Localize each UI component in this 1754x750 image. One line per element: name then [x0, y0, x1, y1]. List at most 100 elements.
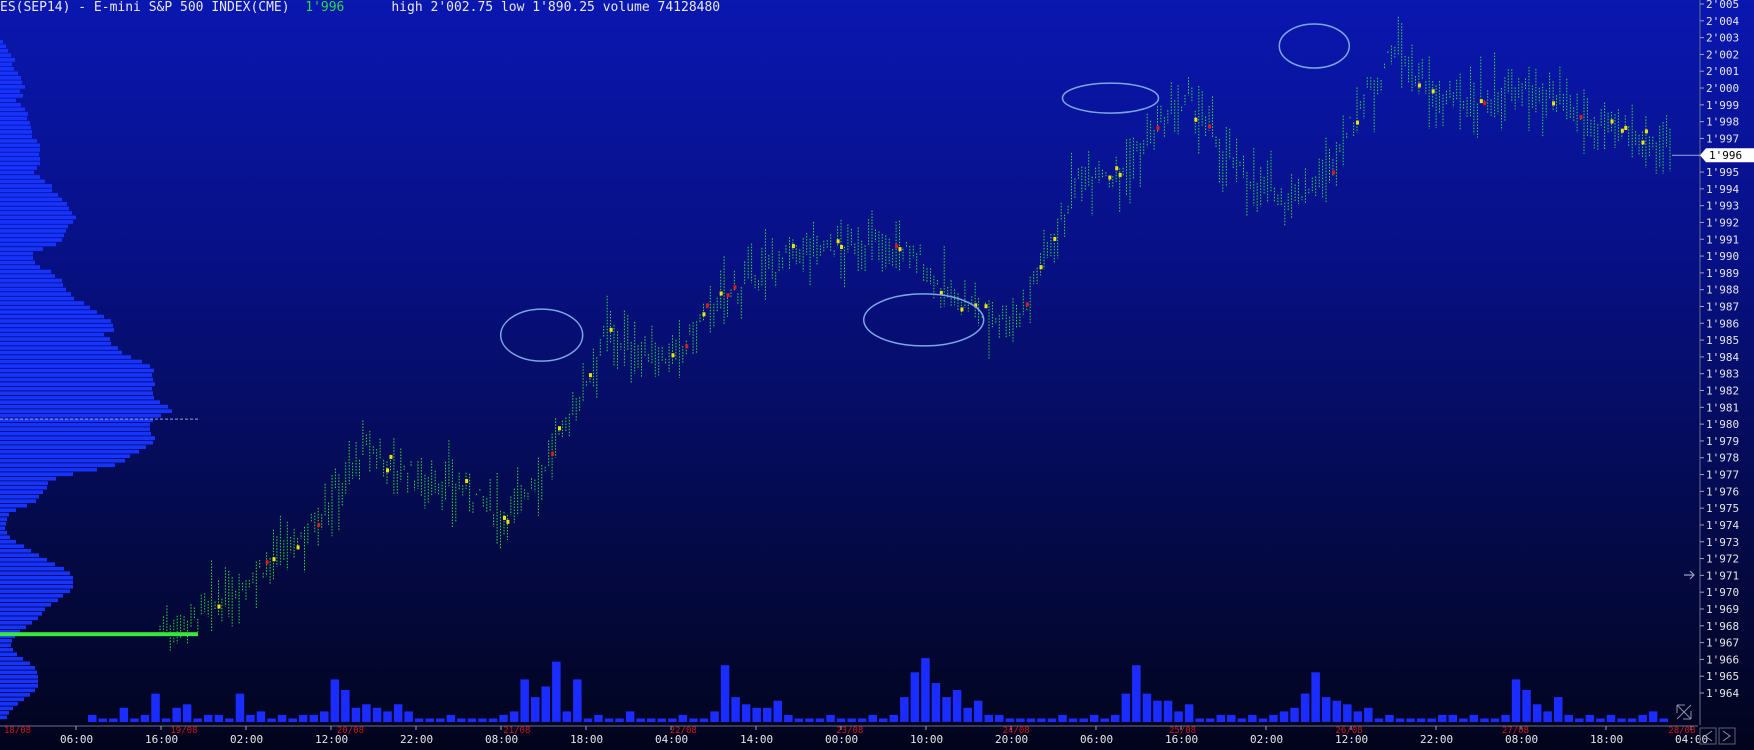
volume-bar: [573, 679, 582, 722]
profile-bar: [0, 220, 73, 224]
price-marker-red: [265, 560, 269, 565]
time-tick-label: 00:00: [825, 733, 858, 746]
profile-bar: [0, 373, 152, 377]
profile-bar: [0, 332, 104, 337]
profile-bar: [0, 170, 34, 175]
volume-bar: [1216, 714, 1225, 722]
high-value: 2'002.75: [430, 0, 494, 15]
time-axis: 06:00 16:00 02:00 12:00 22:00 08:00 18:00 04:00…: [0, 725, 1708, 746]
price-tick-label: 1'979: [1706, 435, 1739, 448]
volume-bar: [1258, 718, 1268, 722]
date-label: 24/08: [1003, 726, 1030, 736]
price-marker-yellow: [217, 604, 221, 609]
volume-bar: [1068, 718, 1078, 722]
price-marker-yellow: [1620, 128, 1624, 133]
volume-bar: [594, 714, 603, 722]
profile-bar: [0, 269, 51, 274]
volume-bar: [741, 704, 751, 723]
profile-bar: [0, 319, 111, 323]
profile-bar: [0, 323, 113, 328]
profile-bar: [0, 620, 32, 625]
volume-bar: [130, 718, 139, 722]
time-tick-label: 06:00: [60, 733, 93, 746]
volume-bar: [488, 718, 498, 722]
profile-bar: [0, 386, 152, 391]
profile-bar: [0, 494, 39, 499]
profile-bar: [0, 629, 20, 634]
price-marker-yellow: [588, 373, 592, 378]
profile-bar: [0, 463, 115, 467]
price-tick-label: 2'000: [1706, 82, 1739, 95]
profile-bar: [0, 643, 11, 648]
price-marker-yellow: [386, 468, 390, 473]
volume-bar: [214, 714, 224, 722]
volume-bar: [235, 693, 245, 722]
volume-bar: [1448, 714, 1457, 722]
price-marker-yellow: [506, 519, 510, 524]
profile-bar: [0, 431, 151, 436]
price-tick-label: 1'974: [1706, 519, 1739, 532]
profile-bar: [0, 697, 24, 702]
scroll-right-icon: [1722, 730, 1731, 742]
scroll-left-button[interactable]: [1699, 727, 1717, 745]
date-label: 18/08: [4, 726, 31, 736]
profile-bar: [0, 382, 155, 386]
time-tick-label: 18:00: [570, 733, 603, 746]
profile-bar: [0, 508, 16, 512]
profile-bar: [0, 490, 43, 494]
profile-bar: [0, 296, 74, 301]
profile-bar: [0, 346, 118, 350]
profile-bar: [0, 80, 22, 85]
profile-bar: [0, 274, 55, 278]
profile-bar: [0, 638, 12, 643]
price-marker-red: [1156, 126, 1160, 131]
volume-bar: [1427, 718, 1436, 722]
volume-bar: [457, 718, 466, 722]
chart-header: ES(SEP14) - E-mini S&P 500 INDEX(CME) 1'…: [0, 0, 720, 16]
volume-bar: [668, 718, 677, 722]
volume-bar: [1501, 714, 1510, 722]
volume-bar: [1543, 711, 1552, 722]
volume-bar: [731, 697, 740, 722]
time-tick-label: 22:00: [400, 733, 433, 746]
price-tick-label: 2'001: [1706, 65, 1739, 78]
profile-bar: [0, 148, 40, 152]
price-tick-label: 1'990: [1706, 250, 1739, 263]
profile-bar: [0, 301, 84, 305]
profile-bar: [0, 670, 37, 675]
price-marker-yellow: [840, 245, 844, 250]
volume-label: volume: [602, 0, 650, 15]
volume-bar: [1596, 718, 1605, 722]
price-marker-yellow: [984, 304, 988, 309]
volume-bar: [1648, 711, 1658, 722]
price-tick-label: 1'978: [1706, 452, 1739, 465]
volume-bar: [288, 718, 297, 722]
volume-bar: [1121, 693, 1131, 722]
price-marker-yellow: [1115, 166, 1119, 171]
volume-bar: [857, 718, 867, 722]
volume-bar: [1585, 714, 1595, 722]
profile-bar: [0, 229, 66, 233]
low-value: 1'890.25: [532, 0, 595, 15]
price-marker-yellow: [1194, 117, 1198, 122]
expand-icon[interactable]: [1676, 704, 1692, 720]
volume-bar: [541, 686, 550, 722]
scroll-right-button[interactable]: [1718, 727, 1736, 745]
volume-bar: [182, 704, 192, 723]
price-tick-label: 1'971: [1706, 569, 1739, 582]
profile-bar: [0, 350, 122, 355]
price-marker-yellow: [960, 307, 964, 312]
volume-bar: [1575, 718, 1584, 722]
profile-bar: [0, 238, 62, 242]
time-tick-label: 06:00: [1080, 733, 1113, 746]
profile-bar: [0, 481, 48, 485]
price-tick-label: 1'994: [1706, 183, 1739, 196]
price-marker-yellow: [1479, 99, 1483, 104]
profile-bar: [0, 166, 37, 170]
volume-bar: [636, 718, 645, 722]
price-tick-label: 1'980: [1706, 418, 1739, 431]
low-label: low: [500, 0, 525, 15]
volume-bar: [773, 700, 782, 722]
crosshair-arrow-icon[interactable]: [1684, 570, 1695, 580]
